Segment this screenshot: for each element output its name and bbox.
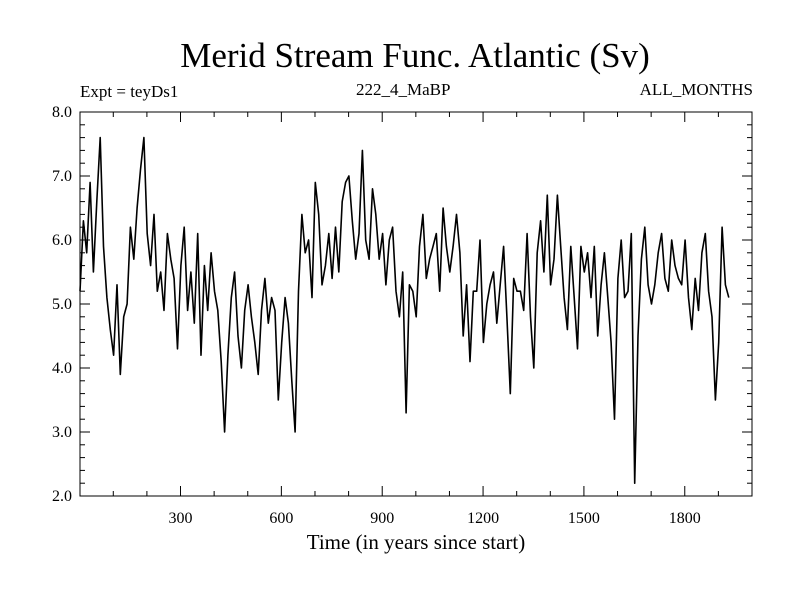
chart-title: Merid Stream Func. Atlantic (Sv)	[180, 36, 650, 75]
x-tick-label: 900	[370, 510, 394, 527]
x-tick-label: 600	[269, 510, 293, 527]
y-tick-label: 6.0	[52, 232, 72, 249]
months-label: ALL_MONTHS	[639, 80, 753, 99]
subtitle-label: 222_4_MaBP	[356, 80, 451, 99]
y-tick-label: 8.0	[52, 104, 72, 121]
series-line	[79, 136, 730, 485]
x-tick-label: 1500	[568, 510, 600, 527]
x-tick-label: 300	[169, 510, 193, 527]
y-tick-label: 5.0	[52, 296, 72, 313]
y-tick-label: 3.0	[52, 424, 72, 441]
y-tick-label: 4.0	[52, 360, 72, 377]
y-tick-label: 2.0	[52, 488, 72, 505]
x-tick-label: 1800	[669, 510, 701, 527]
y-tick-label: 7.0	[52, 168, 72, 185]
x-tick-label: 1200	[467, 510, 499, 527]
x-axis-label: Time (in years since start)	[306, 530, 526, 554]
experiment-label: Expt = teyDs1	[80, 82, 179, 101]
